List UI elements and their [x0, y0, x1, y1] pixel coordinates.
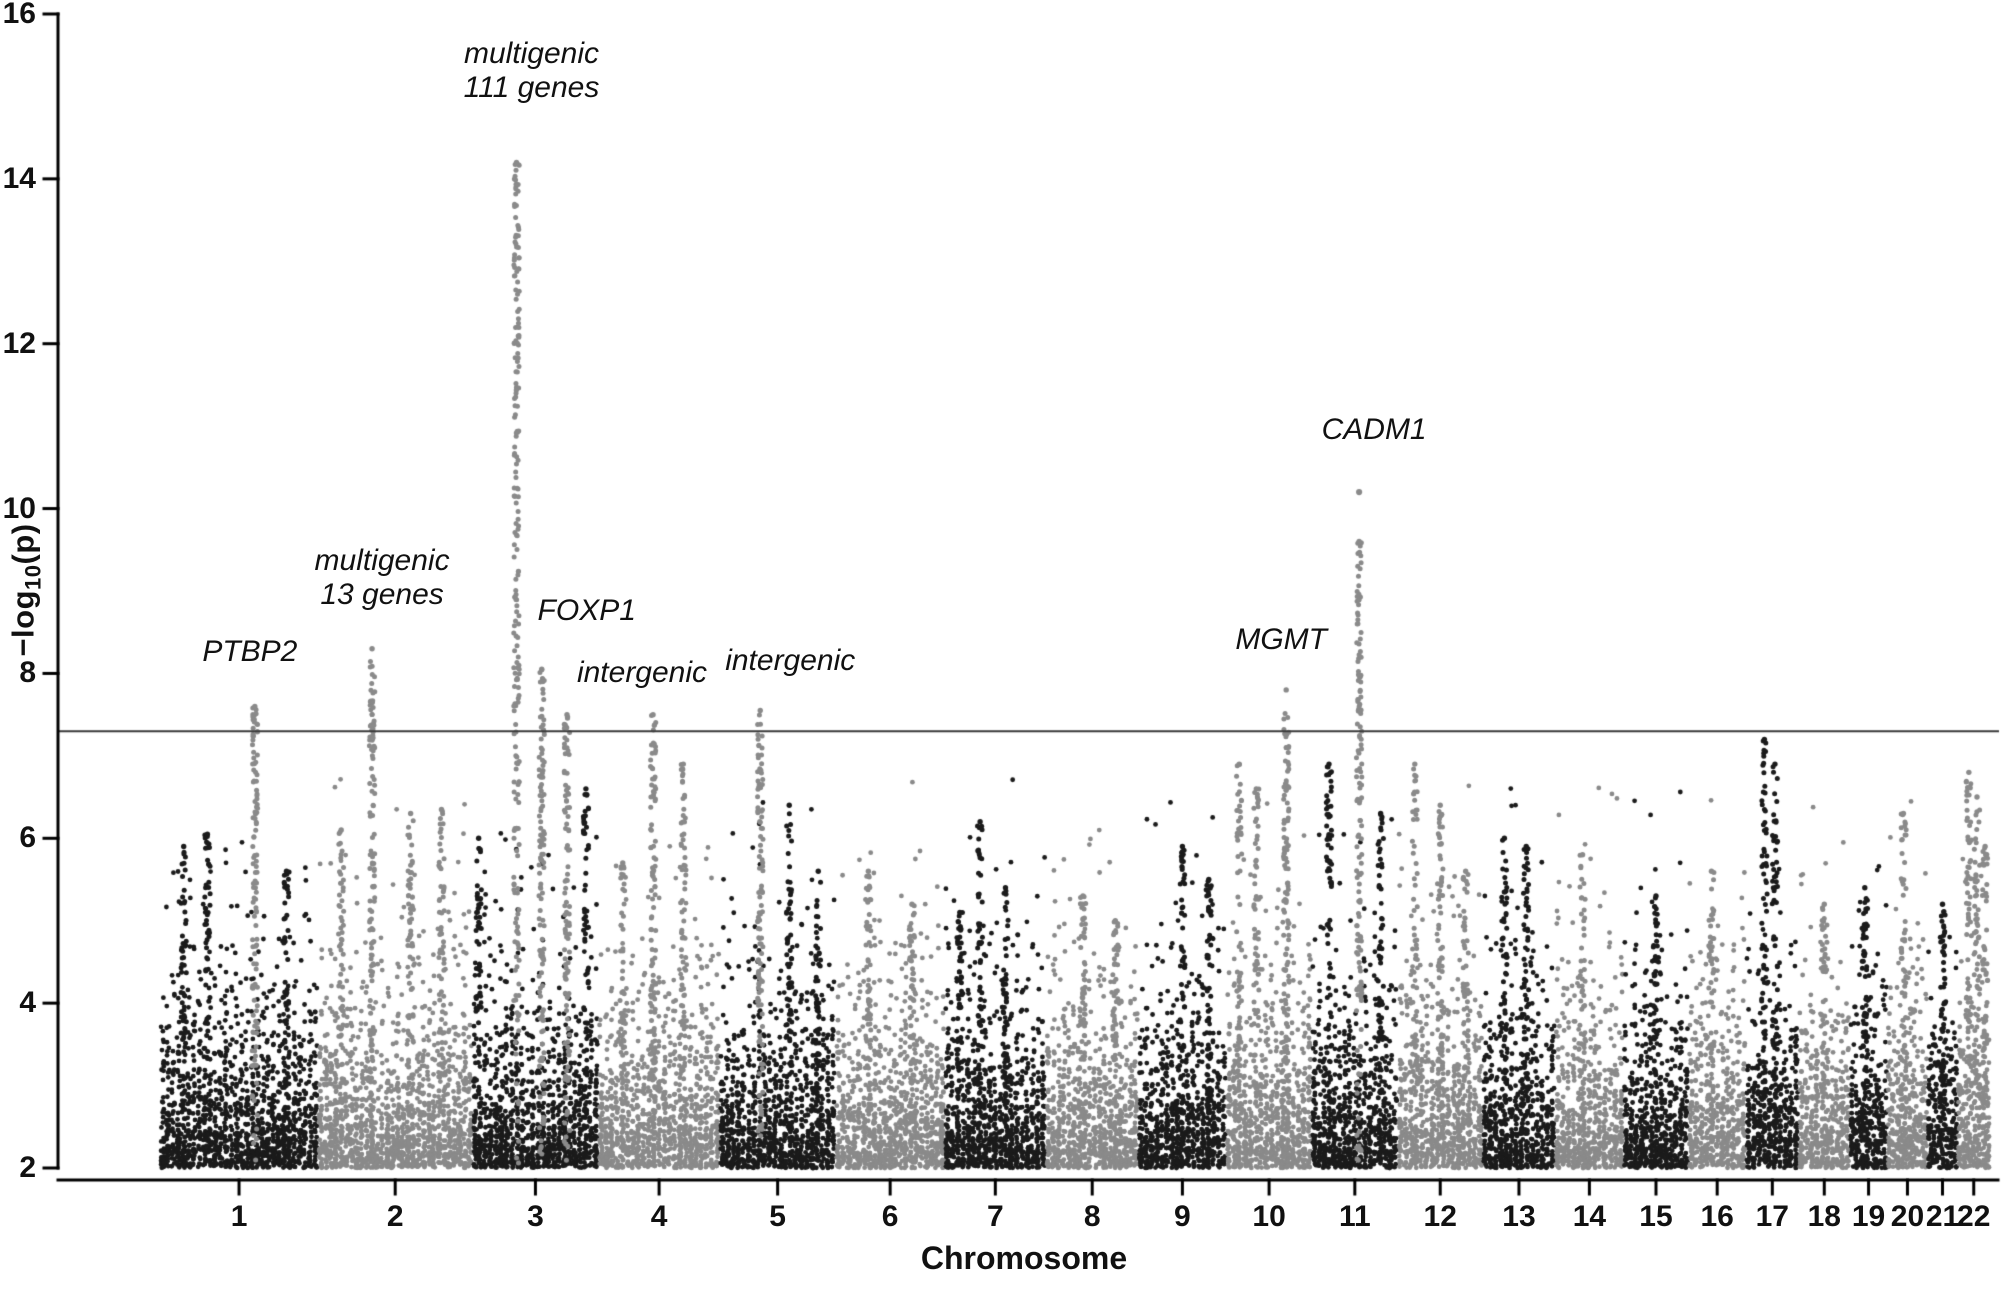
- y-axis-title-subscript: 10: [20, 564, 46, 590]
- x-tick-label: 8: [1083, 1200, 1101, 1233]
- peak-annotation-line: 111 genes: [463, 70, 600, 104]
- y-axis-title-prefix: −log: [5, 589, 41, 657]
- peak-annotation-line: intergenic: [576, 655, 708, 689]
- x-tick-label: 11: [1338, 1200, 1371, 1233]
- x-axis-title: Chromosome: [920, 1240, 1128, 1276]
- peak-annotation: intergenic: [577, 656, 707, 690]
- x-tick-label: 1: [230, 1200, 248, 1233]
- peak-annotation: CADM1: [1322, 413, 1427, 447]
- peak-annotation: FOXP1: [538, 594, 636, 628]
- x-tick-label: 6: [881, 1200, 899, 1233]
- peak-annotation: MGMT: [1235, 623, 1327, 657]
- peak-annotation-line: CADM1: [1321, 412, 1427, 446]
- x-tick-label: 15: [1639, 1200, 1673, 1233]
- x-tick-label: 19: [1851, 1200, 1886, 1233]
- peak-annotation: multigenic 13 genes: [315, 544, 450, 612]
- peak-annotation-line: 13 genes: [320, 577, 444, 611]
- peak-annotation: intergenic: [725, 644, 855, 678]
- y-axis-title-suffix: (p): [5, 523, 41, 565]
- x-tick-label: 12: [1423, 1200, 1457, 1233]
- peak-annotation-line: MGMT: [1235, 622, 1327, 656]
- peak-annotation: multigenic 111 genes: [464, 37, 600, 105]
- x-tick-label: 5: [769, 1200, 786, 1233]
- x-tick-label: 21: [1925, 1200, 1960, 1233]
- y-tick-label: 12: [2, 326, 36, 360]
- x-tick-label: 20: [1890, 1200, 1925, 1233]
- peak-annotation-line: intergenic: [725, 643, 856, 677]
- peak-annotation-line: FOXP1: [537, 594, 636, 628]
- x-tick-label: 3: [527, 1200, 544, 1233]
- x-tick-label: 4: [650, 1200, 668, 1233]
- x-tick-label: 9: [1174, 1200, 1191, 1233]
- peak-annotation-line: multigenic: [314, 543, 450, 577]
- x-tick-label: 16: [1700, 1200, 1734, 1233]
- y-tick-label: 4: [19, 986, 36, 1020]
- y-tick-label: 10: [2, 491, 36, 525]
- peak-annotation-line: multigenic: [463, 36, 600, 70]
- x-tick-label: 13: [1502, 1200, 1536, 1233]
- y-tick-label: 6: [19, 821, 36, 855]
- x-tick-label: 18: [1807, 1200, 1841, 1233]
- peak-annotation-line: PTBP2: [202, 635, 298, 669]
- y-axis-title: −log10(p): [5, 523, 46, 656]
- x-tick-label: 7: [986, 1200, 1004, 1233]
- x-tick-label: 22: [1957, 1200, 1991, 1233]
- y-tick-label: 8: [19, 656, 36, 690]
- x-tick-label: 10: [1252, 1200, 1286, 1233]
- y-tick-label: 2: [19, 1151, 36, 1184]
- y-tick-label: 16: [2, 0, 36, 30]
- x-tick-label: 2: [386, 1200, 404, 1233]
- peak-annotation: PTBP2: [202, 635, 297, 669]
- x-tick-label: 14: [1572, 1200, 1607, 1233]
- y-tick-label: 14: [2, 161, 36, 195]
- x-tick-label: 17: [1755, 1200, 1789, 1233]
